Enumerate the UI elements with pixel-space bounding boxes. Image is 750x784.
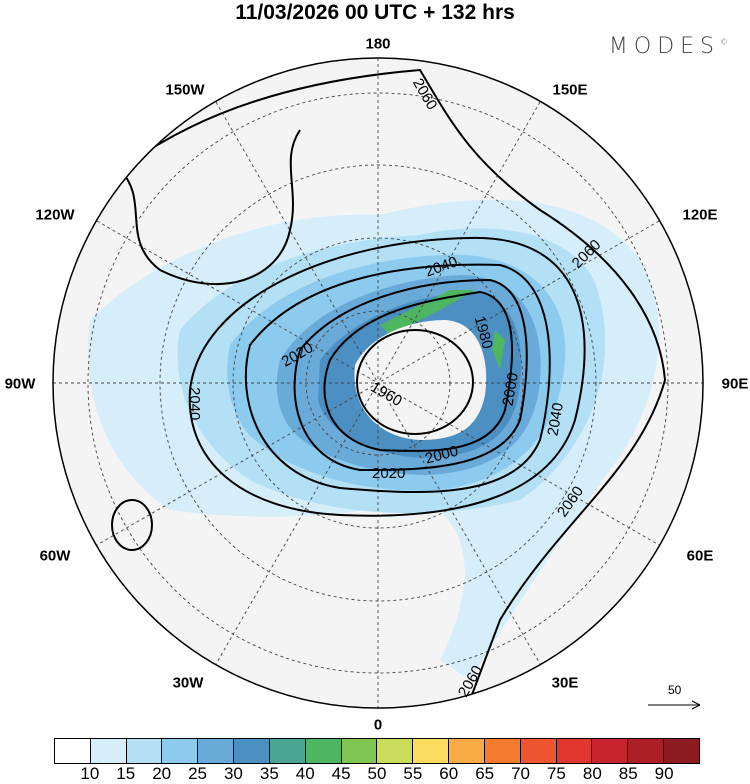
- colorbar-swatch: [162, 739, 199, 763]
- colorbar-swatch: [234, 739, 270, 763]
- colorbar-swatch: [592, 739, 629, 763]
- colorbar-tick-label: 70: [511, 764, 531, 783]
- map-title: 11/03/2026 00 UTC + 132 hrs: [235, 1, 515, 24]
- lon-label-60w: 60W: [39, 547, 71, 565]
- vector-reference-label: 50: [668, 683, 682, 697]
- lon-label-90e: 90E: [721, 375, 749, 393]
- colorbar-tick-label: 15: [116, 764, 136, 783]
- height-contours: [111, 68, 667, 701]
- colorbar-swatch: [341, 739, 378, 763]
- colorbar-swatch: [628, 739, 665, 763]
- colorbar-tick-label: 55: [403, 764, 423, 783]
- contour-label: 2020: [372, 465, 405, 482]
- contour-label: 2000: [499, 371, 522, 407]
- wind-shading: [88, 199, 659, 681]
- colorbar-tick-label: 25: [188, 764, 208, 783]
- colorbar-tick-label: 10: [80, 764, 100, 783]
- lon-label-90w: 90W: [4, 375, 36, 393]
- colorbar-tick-label: 50: [367, 764, 387, 783]
- colorbar-swatch: [305, 739, 342, 763]
- lon-label-60e: 60E: [686, 547, 714, 565]
- lon-label-150w: 150W: [165, 81, 205, 99]
- vector-reference-arrow: [648, 700, 701, 710]
- colorbar-tick-label: 90: [654, 764, 674, 783]
- contour-label: 2040: [544, 401, 567, 437]
- colorbar-tick-label: 85: [618, 764, 638, 783]
- lon-label-30w: 30W: [172, 674, 204, 692]
- lon-label-0: 0: [373, 716, 383, 734]
- modes-logo: MODES©: [609, 34, 728, 59]
- colorbar-swatch: [90, 739, 127, 763]
- colorbar-swatch: [377, 739, 414, 763]
- contour-label: 2040: [186, 387, 203, 420]
- colorbar-swatch: [198, 739, 235, 763]
- lon-label-120e: 120E: [682, 206, 718, 224]
- map-border: [52, 57, 704, 709]
- graticule: [53, 58, 703, 708]
- lon-label-150e: 150E: [552, 81, 588, 99]
- colorbar-tick-label: 60: [439, 764, 459, 783]
- colorbar-swatch: [269, 739, 306, 763]
- lon-label-120w: 120W: [35, 206, 75, 224]
- colorbar-tick-label: 75: [546, 764, 566, 783]
- colorbar-tick-label: 45: [331, 764, 351, 783]
- colorbar-swatch: [413, 739, 450, 763]
- colorbar-tick-label: 35: [259, 764, 279, 783]
- lon-label-180: 180: [365, 35, 391, 53]
- colorbar-tick-label: 20: [152, 764, 172, 783]
- logo-mark: ©: [720, 37, 728, 47]
- colorbar-swatch: [664, 739, 699, 763]
- colorbar-tick-label: 30: [223, 764, 243, 783]
- colorbar-swatch: [126, 739, 163, 763]
- logo-text: MODES: [608, 34, 720, 59]
- colorbar-tick-label: 40: [295, 764, 315, 783]
- colorbar: [54, 738, 700, 764]
- colorbar-tick-label: 65: [475, 764, 495, 783]
- colorbar-swatch: [556, 739, 593, 763]
- colorbar-swatch: [55, 739, 91, 763]
- colorbar-tick-label: 80: [582, 764, 602, 783]
- colorbar-swatch: [484, 739, 521, 763]
- colorbar-swatch: [449, 739, 485, 763]
- lon-label-30e: 30E: [551, 674, 579, 692]
- colorbar-swatch: [520, 739, 557, 763]
